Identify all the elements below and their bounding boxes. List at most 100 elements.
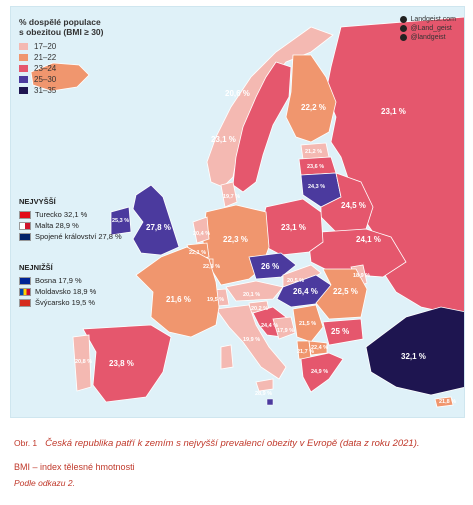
label-turkey: 32,1 %	[401, 352, 426, 361]
country-czech[interactable]	[248, 252, 297, 280]
label-france: 21,6 %	[166, 295, 191, 304]
switzerland-flag	[19, 298, 31, 307]
country-serbia[interactable]	[292, 304, 324, 343]
legend: % dospělé populace s obezitou (BMI ≥ 30)…	[19, 17, 129, 96]
country-finland[interactable]	[285, 54, 337, 143]
label-finland: 22,2 %	[301, 103, 326, 112]
highest-panel: NEJVYŠŠÍ Turecko 32,1 % Malta 28,9 % Spo…	[19, 197, 149, 242]
country-sicily[interactable]	[255, 378, 274, 392]
country-ireland[interactable]	[110, 206, 132, 236]
label-sweden: 23,1 %	[211, 135, 236, 144]
malta-flag	[19, 221, 31, 230]
moldova-flag	[19, 287, 31, 296]
label-ireland: 25,3 %	[112, 218, 130, 224]
country-ukraine[interactable]	[308, 228, 407, 278]
country-netherlands[interactable]	[192, 216, 210, 244]
highest-heading: NEJVYŠŠÍ	[19, 197, 56, 206]
legend-swatch	[19, 54, 28, 61]
map-svg	[30, 16, 465, 408]
legend-item: 21–22	[19, 52, 129, 63]
brand-website[interactable]: Landgeist.com	[400, 15, 456, 24]
country-uk[interactable]	[132, 184, 180, 256]
label-ukraine: 24,1 %	[356, 235, 381, 244]
highest-row: Malta 28,9 %	[19, 220, 149, 231]
label-estonia: 21,2 %	[305, 149, 323, 155]
instagram-icon	[400, 25, 408, 32]
legend-swatch	[19, 43, 28, 50]
label-germany: 22,3 %	[223, 235, 248, 244]
legend-swatch	[19, 76, 28, 83]
legend-label: 23–24	[34, 64, 57, 73]
legend-item: 25–30	[19, 74, 129, 85]
legend-title: % dospělé populace s obezitou (BMI ≥ 30)	[19, 17, 104, 37]
country-spain[interactable]	[82, 324, 172, 403]
country-malta[interactable]	[266, 398, 274, 406]
globe-icon	[400, 16, 408, 23]
label-netherlands: 20,4 %	[193, 231, 211, 237]
country-romania[interactable]	[315, 268, 368, 320]
brand-twitter[interactable]: @landgeist	[400, 33, 456, 42]
figure-caption: Obr. 1 Česká republika patří k zemím s ne…	[14, 438, 464, 449]
label-slovenia: 20,2 %	[251, 306, 269, 312]
turkey-flag	[19, 210, 31, 219]
label-malta: 28,9 %	[255, 391, 273, 397]
label-greece: 24,9 %	[311, 369, 329, 375]
label-bulgaria: 25 %	[331, 327, 350, 336]
label-serbia: 21,5 %	[299, 321, 317, 327]
country-turkey[interactable]	[365, 306, 465, 396]
lowest-panel: NEJNIŽŠÍ Bosna 17,9 % Moldavsko 18,9 % Š…	[19, 263, 149, 308]
label-norway: 20,6 %	[225, 89, 250, 98]
country-portugal[interactable]	[72, 334, 92, 392]
country-sweden[interactable]	[232, 61, 292, 193]
label-luxembourg: 22,6 %	[203, 264, 221, 270]
label-croatia: 24,4 %	[261, 323, 279, 329]
country-austria[interactable]	[225, 280, 284, 302]
label-czech: 26 %	[261, 262, 280, 271]
country-sardinia[interactable]	[220, 344, 234, 370]
lowest-row: Švýcarsko 19,5 %	[19, 297, 149, 308]
country-bulgaria[interactable]	[322, 318, 364, 346]
label-hungary: 26,4 %	[293, 287, 318, 296]
label-switzerland: 19,5 %	[207, 297, 225, 303]
label-spain: 23,8 %	[109, 359, 134, 368]
highest-row: Spojené království 27,8 %	[19, 231, 149, 242]
uk-flag	[19, 232, 31, 241]
country-italy[interactable]	[215, 304, 287, 380]
brand-links: Landgeist.com @Land_geist @landgeist	[400, 15, 456, 42]
label-uk: 27,8 %	[146, 223, 171, 232]
europe-map: % dospělé populace s obezitou (BMI ≥ 30)…	[10, 6, 465, 418]
label-albania: 21,7 %	[297, 349, 315, 355]
label-russia: 23,1 %	[381, 107, 406, 116]
country-bosnia[interactable]	[272, 316, 296, 340]
highest-row: Turecko 32,1 %	[19, 209, 149, 220]
label-romania: 22,5 %	[333, 287, 358, 296]
brand-instagram[interactable]: @Land_geist	[400, 24, 456, 33]
country-iceland[interactable]	[30, 62, 90, 92]
twitter-icon	[400, 34, 408, 41]
legend-item: 31–35	[19, 85, 129, 96]
label-belgium: 22,1 %	[189, 250, 207, 256]
country-denmark[interactable]	[220, 181, 238, 208]
legend-item: 23–24	[19, 63, 129, 74]
label-lithuania: 24,3 %	[308, 184, 326, 190]
country-macedonia[interactable]	[308, 340, 328, 356]
label-bosnia: 17,9 %	[277, 328, 295, 334]
lowest-heading: NEJNIŽŠÍ	[19, 263, 53, 272]
country-cyprus[interactable]	[434, 396, 454, 408]
figure-number: Obr. 1	[14, 438, 38, 448]
lowest-row: Moldavsko 18,9 %	[19, 286, 149, 297]
legend-swatch	[19, 65, 28, 72]
legend-label: 21–22	[34, 53, 57, 62]
country-greece[interactable]	[300, 352, 344, 393]
label-latvia: 23,6 %	[307, 164, 325, 170]
legend-swatch	[19, 87, 28, 94]
legend-list: 17–20 21–22 23–24 25–30 31–35	[19, 41, 129, 96]
country-france[interactable]	[135, 246, 220, 338]
label-poland: 23,1 %	[281, 223, 306, 232]
figure-title: Česká republika patří k zemím s nejvyšší…	[45, 438, 420, 449]
label-macedonia: 22,4 %	[311, 345, 329, 351]
label-portugal: 20,8 %	[75, 359, 93, 365]
legend-label: 25–30	[34, 75, 57, 84]
label-slovakia: 20,5 %	[287, 278, 305, 284]
label-austria: 20,1 %	[243, 292, 261, 298]
